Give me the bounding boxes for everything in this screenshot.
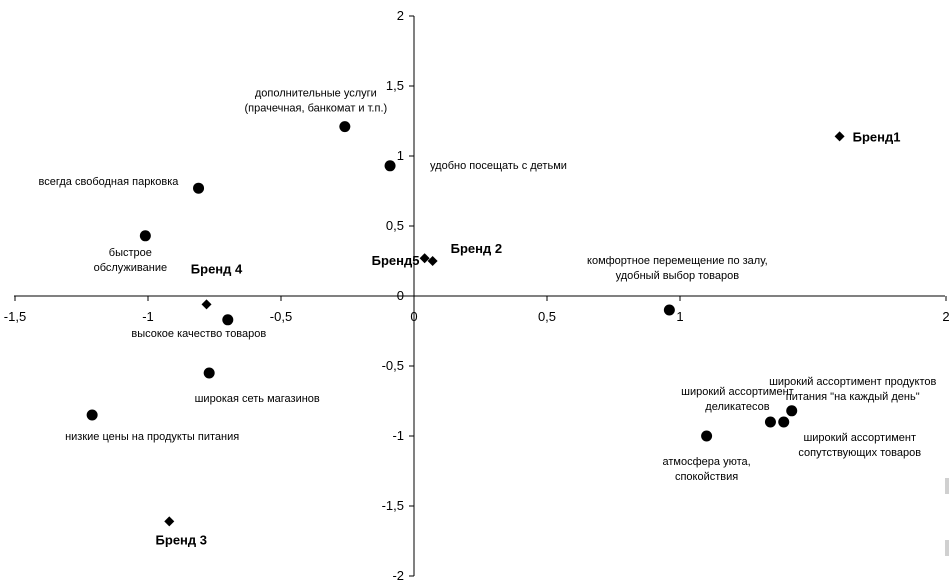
edge-artifact [945,478,949,494]
x-tick-label: -1,5 [4,309,26,324]
point-label: низкие цены на продукты питания [65,431,239,443]
y-tick-label: 0,5 [386,218,404,233]
data-point-diamond [164,516,175,527]
point-label: (прачечная, банкомат и т.п.) [245,103,388,115]
data-point-circle [786,405,798,417]
axes [14,15,947,577]
point-label: широкий ассортимент [681,386,794,398]
x-tick-label: 0,5 [538,309,556,324]
x-tick-label: -0,5 [270,309,292,324]
point-label: удобный выбор товаров [616,270,740,282]
x-tick-label: 1 [676,309,683,324]
point-label: широкий ассортимент продуктов [769,376,936,388]
point-label: питания "на каждый день" [786,391,920,403]
point-label: обслуживание [94,262,168,274]
point-label: высокое качество товаров [131,328,266,340]
y-tick-label: 1 [397,148,404,163]
y-tick-label: -0,5 [382,358,404,373]
brand-label: Бренд 3 [156,532,207,547]
data-point-diamond [427,256,438,266]
data-point-circle [86,409,98,421]
point-label: удобно посещать с детьми [430,160,567,172]
tick-labels: -1,5 -1 -0,5 0 0,5 1 2 2 1,5 1 0,5 0 -0,5 -1 -1,5 -2 [4,8,949,583]
point-label: деликатесов [705,401,769,413]
edge-artifact [945,540,949,556]
y-tick-label: 0 [397,288,404,303]
data-point-circle [701,430,713,442]
brand-label: Бренд 4 [191,261,243,276]
point-label: спокойствия [675,471,738,483]
data-point-circle [384,160,396,172]
y-tick-label: -1,5 [382,498,404,513]
data-point-circle [764,416,776,428]
data-point-circle [778,416,790,428]
point-label: быстрое [109,247,152,259]
point-label: всегда свободная парковка [39,176,180,188]
data-point-diamond [419,253,430,264]
markers [86,121,845,527]
data-point-circle [139,230,151,242]
x-tick-label: 0 [410,309,417,324]
y-tick-label: -1 [392,428,404,443]
point-labels: дополнительные услуги (прачечная, банкома… [39,88,937,548]
point-label: широкий ассортимент [803,432,916,444]
point-label: атмосфера уюта, [663,456,751,468]
brand-label: Бренд 2 [451,241,502,256]
data-point-circle [663,304,675,316]
point-label: сопутствующих товаров [798,447,921,459]
data-point-diamond [834,131,845,142]
data-point-diamond [201,299,212,310]
x-tick-label: -1 [142,309,154,324]
brand-label: Бренд1 [853,129,901,144]
data-point-circle [203,367,215,379]
data-point-circle [222,314,234,326]
y-tick-label: 1,5 [386,78,404,93]
point-label: дополнительные услуги [255,88,377,100]
brand-label: Бренд5 [372,253,420,268]
data-point-circle [339,121,351,133]
point-label: комфортное перемещение по залу, [587,255,768,267]
point-label: широкая сеть магазинов [195,393,320,405]
data-point-circle [193,182,205,194]
y-tick-label: -2 [392,568,404,583]
x-tick-label: 2 [942,309,949,324]
y-tick-label: 2 [397,8,404,23]
